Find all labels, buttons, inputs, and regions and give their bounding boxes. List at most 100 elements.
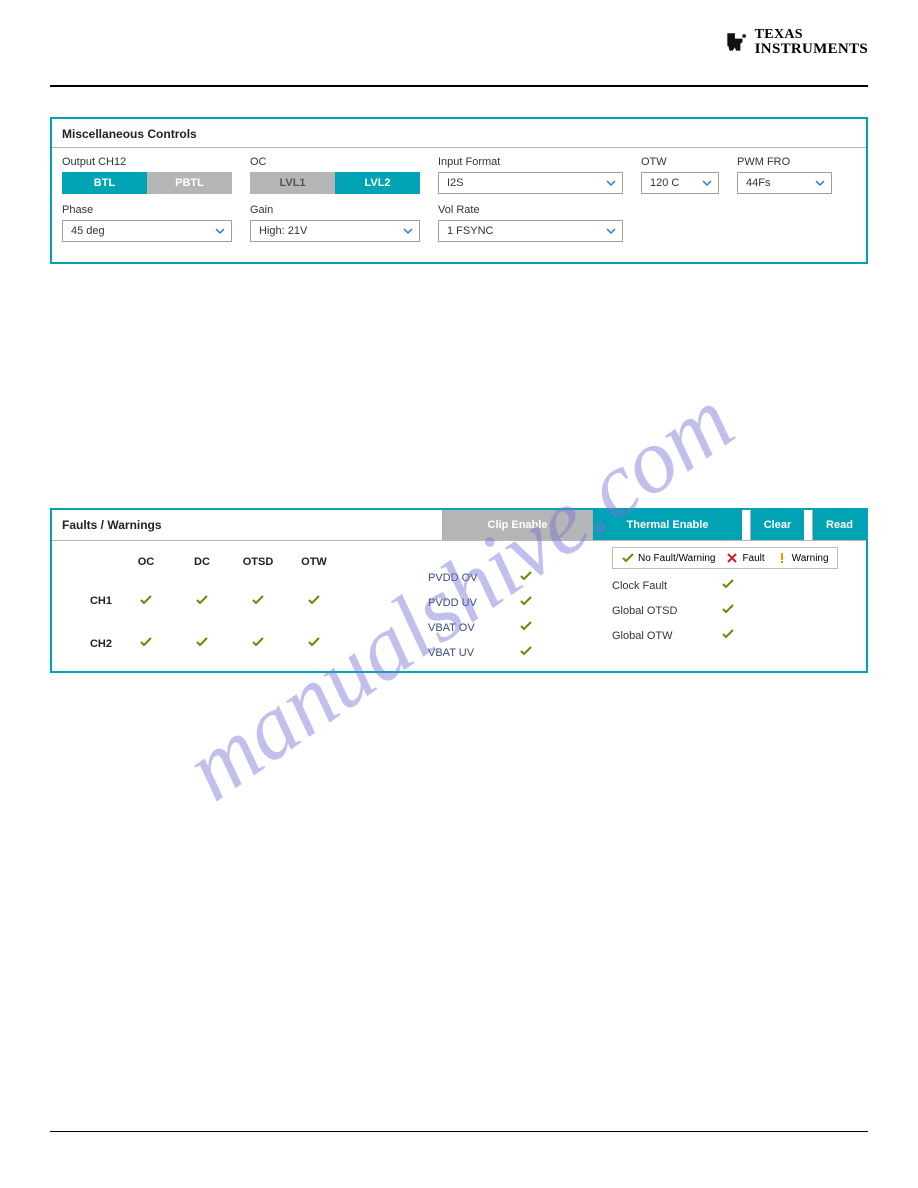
gain-select[interactable]: High: 21V [250,220,420,242]
misc-title: Miscellaneous Controls [52,119,866,148]
pwmfro-select[interactable]: 44Fs [737,172,832,194]
output-ch12-toggle: BTL PBTL [62,172,232,194]
ch1-oc [118,593,174,610]
check-icon [251,593,265,607]
col-otsd: OTSD [230,556,286,568]
faults-header: Faults / Warnings Clip Enable Thermal En… [52,510,866,541]
output-ch12-btl[interactable]: BTL [62,172,147,194]
check-icon [721,577,735,591]
gain-value: High: 21V [259,225,307,237]
check-icon [721,627,735,641]
faults-title: Faults / Warnings [52,510,442,540]
faults-right-wrap: No Fault/Warning Fault Warning Clock Fau… [612,547,838,661]
pvdd-ov-label: PVDD OV [428,572,506,584]
oc-toggle: LVL1 LVL2 [250,172,420,194]
otw-label: OTW [641,156,719,168]
ch2-otw [286,635,342,652]
vbat-ov-val [506,619,546,636]
row-ch1: CH1 [62,595,118,607]
oc-lvl2[interactable]: LVL2 [335,172,420,194]
chevron-down-icon [606,226,616,236]
otw-field: OTW 120 C [641,156,719,194]
oc-field: OC LVL1 LVL2 [250,156,420,194]
input-format-label: Input Format [438,156,623,168]
gain-label: Gain [250,204,420,216]
check-icon [139,635,153,649]
pvdd-ov-val [506,569,546,586]
otw-select[interactable]: 120 C [641,172,719,194]
faults-right-list: Clock Fault Global OTSD Global OTW [612,577,748,644]
global-otw-label: Global OTW [612,630,708,642]
pwmfro-label: PWM FRO [737,156,832,168]
legend-warning-text: Warning [792,553,829,564]
faults-left-table: OC DC OTSD OTW CH1 CH2 [62,547,342,661]
vol-rate-field: Vol Rate 1 FSYNC [438,204,623,242]
check-icon [721,602,735,616]
clip-enable-button[interactable]: Clip Enable [442,510,592,540]
col-otw: OTW [286,556,342,568]
legend-ok: No Fault/Warning [621,551,715,565]
ch1-otsd [230,593,286,610]
output-ch12-field: Output CH12 BTL PBTL [62,156,232,194]
global-otw-val [708,627,748,644]
check-icon [139,593,153,607]
faults-mid-list: PVDD OV PVDD UV VBAT OV VBAT UV [428,569,546,661]
vbat-uv-label: VBAT UV [428,647,506,659]
gain-field: Gain High: 21V [250,204,420,242]
oc-label: OC [250,156,420,168]
bottom-separator [50,1131,868,1132]
check-icon [251,635,265,649]
chevron-down-icon [403,226,413,236]
volrate-select[interactable]: 1 FSYNC [438,220,623,242]
check-icon [519,569,533,583]
oc-lvl1[interactable]: LVL1 [250,172,335,194]
ch1-otw [286,593,342,610]
check-icon [519,619,533,633]
otw-value: 120 C [650,177,679,189]
x-icon [725,551,739,565]
output-ch12-label: Output CH12 [62,156,232,168]
output-ch12-pbtl[interactable]: PBTL [147,172,232,194]
chevron-down-icon [215,226,225,236]
phase-select[interactable]: 45 deg [62,220,232,242]
thermal-enable-button[interactable]: Thermal Enable [592,510,742,540]
ch2-oc [118,635,174,652]
clear-button[interactable]: Clear [750,510,804,540]
volrate-label: Vol Rate [438,204,623,216]
check-icon [519,594,533,608]
legend-fault: Fault [725,551,764,565]
ch2-otsd [230,635,286,652]
misc-row-2: Phase 45 deg Gain High: 21V Vol Rate [62,204,856,242]
misc-row-1: Output CH12 BTL PBTL OC LVL1 LVL2 Input … [62,156,856,194]
faults-panel: Faults / Warnings Clip Enable Thermal En… [50,508,868,673]
input-format-field: Input Format I2S [438,156,623,194]
legend-fault-text: Fault [742,553,764,564]
chevron-down-icon [702,178,712,188]
phase-label: Phase [62,204,232,216]
check-icon [195,593,209,607]
row-ch2: CH2 [62,638,118,650]
top-separator [50,85,868,87]
check-icon [307,635,321,649]
faults-body: OC DC OTSD OTW CH1 CH2 PVDD OV [52,541,866,671]
gap [804,510,812,540]
check-icon [195,635,209,649]
misc-body: Output CH12 BTL PBTL OC LVL1 LVL2 Input … [52,148,866,262]
legend-ok-text: No Fault/Warning [638,553,715,564]
faults-legend: No Fault/Warning Fault Warning [612,547,838,569]
ti-text-instruments: INSTRUMENTS [755,42,868,57]
vbat-uv-val [506,644,546,661]
clock-fault-label: Clock Fault [612,580,708,592]
pwm-fro-field: PWM FRO 44Fs [737,156,832,194]
col-dc: DC [174,556,230,568]
global-otsd-val [708,602,748,619]
col-oc: OC [118,556,174,568]
pvdd-uv-label: PVDD UV [428,597,506,609]
check-icon [621,551,635,565]
read-button[interactable]: Read [812,510,866,540]
input-format-select[interactable]: I2S [438,172,623,194]
check-icon [519,644,533,658]
vbat-ov-label: VBAT OV [428,622,506,634]
pwmfro-value: 44Fs [746,177,770,189]
gap [742,510,750,540]
